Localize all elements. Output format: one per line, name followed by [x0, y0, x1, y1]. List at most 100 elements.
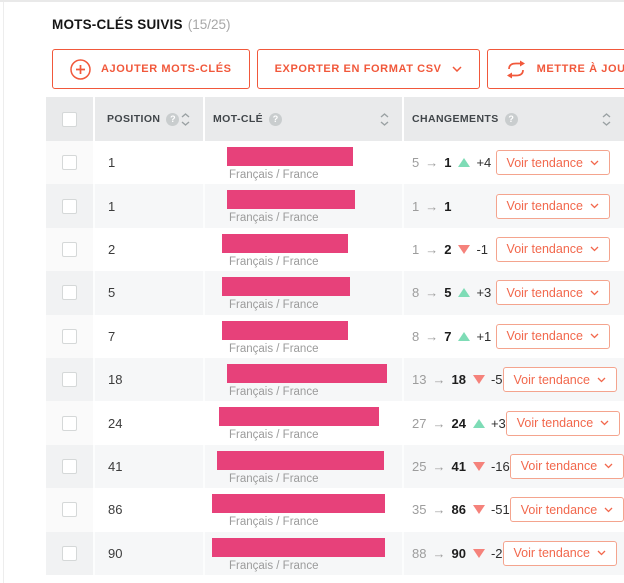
position-value: 18 [93, 357, 203, 402]
sort-position-control[interactable] [181, 112, 190, 126]
previous-position: 5 [412, 155, 420, 171]
row-checkbox[interactable] [62, 198, 77, 214]
voir-tendance-button[interactable]: Voir tendance [495, 150, 610, 176]
arrow-right-icon: → [432, 458, 446, 474]
keyword-locale: Français / France [229, 255, 319, 268]
trend-triangle-icon [472, 548, 485, 558]
position-value: 2 [93, 227, 203, 272]
help-icon[interactable]: ? [269, 112, 283, 126]
voir-tendance-button[interactable]: Voir tendance [495, 323, 610, 349]
keyword-locale: Français / France [229, 472, 319, 485]
chevron-down-icon [452, 66, 462, 72]
redacted-keyword-bar [227, 190, 355, 210]
row-checkbox[interactable] [62, 328, 77, 344]
row-checkbox[interactable] [62, 545, 77, 561]
table-row: 5 Français / France 8 → 5 +3 Voir tendan… [46, 271, 624, 315]
row-checkbox[interactable] [62, 458, 77, 474]
current-position: 86 [451, 502, 466, 518]
position-header-label: POSITION [107, 113, 161, 125]
plus-circle-icon [70, 58, 91, 80]
sort-asc-icon [380, 112, 389, 118]
row-checkbox[interactable] [62, 155, 77, 171]
column-header-position[interactable]: POSITION ? [93, 97, 203, 141]
position-delta: -1 [476, 241, 489, 257]
previous-position: 27 [412, 415, 427, 431]
keyword-locale: Français / France [229, 385, 319, 398]
position-value: 7 [93, 314, 203, 358]
table-row: 2 Français / France 1 → 2 -1 Voir tendan… [46, 227, 624, 272]
previous-position: 13 [412, 372, 427, 388]
trend-triangle-icon [472, 505, 485, 515]
voir-tendance-button[interactable]: Voir tendance [509, 497, 624, 523]
current-position: 18 [451, 372, 466, 388]
current-position: 90 [451, 545, 466, 561]
previous-position: 1 [412, 198, 420, 214]
current-position: 41 [451, 458, 466, 474]
chevron-down-icon [604, 463, 613, 469]
voir-tendance-button[interactable]: Voir tendance [495, 236, 610, 262]
position-delta: -2 [490, 545, 503, 561]
voir-tendance-button[interactable]: Voir tendance [502, 367, 617, 393]
chevron-down-icon [590, 203, 599, 209]
row-checkbox[interactable] [62, 502, 77, 518]
redacted-keyword-bar [217, 450, 384, 470]
voir-tendance-button[interactable]: Voir tendance [509, 453, 624, 479]
redacted-keyword-bar [222, 233, 348, 253]
panel-divider [3, 2, 4, 583]
position-delta: +4 [476, 155, 492, 171]
arrow-right-icon: → [425, 198, 439, 214]
help-icon[interactable]: ? [166, 112, 180, 126]
chevron-down-icon [604, 507, 613, 513]
keyword-counter: (15/25) [187, 17, 231, 32]
redacted-keyword-bar [227, 147, 353, 166]
keyword-locale: Français / France [229, 212, 319, 225]
sort-changes-control[interactable] [602, 112, 611, 126]
voir-tendance-button[interactable]: Voir tendance [502, 540, 617, 566]
column-header-changes[interactable]: CHANGEMENTS ? [402, 97, 624, 141]
current-position: 24 [451, 415, 466, 431]
row-checkbox[interactable] [62, 372, 77, 388]
position-value: 1 [93, 184, 203, 228]
sort-desc-icon [380, 120, 389, 126]
column-header-keyword[interactable]: MOT-CLÉ ? [203, 97, 402, 141]
keyword-locale: Français / France [229, 342, 319, 355]
voir-tendance-label: Voir tendance [506, 199, 583, 214]
voir-tendance-label: Voir tendance [516, 416, 594, 431]
previous-position: 1 [412, 241, 420, 257]
voir-tendance-button[interactable]: Voir tendance [495, 280, 610, 306]
position-value: 24 [93, 401, 203, 445]
chevron-down-icon [590, 290, 599, 296]
current-position: 1 [444, 155, 452, 171]
previous-position: 25 [412, 458, 427, 474]
table-row: 18 Français / France 13 → 18 -5 Voir ten… [46, 357, 624, 402]
row-checkbox[interactable] [62, 415, 77, 431]
previous-position: 8 [412, 285, 420, 301]
table-body: 1 Français / France 5 → 1 +4 Voir tendan… [46, 141, 624, 575]
toolbar: AJOUTER MOTS-CLÉS EXPORTER EN FORMAT CSV… [52, 49, 624, 89]
voir-tendance-button[interactable]: Voir tendance [505, 410, 621, 436]
update-difficulty-button[interactable]: METTRE À JOUR DIFFICUL [486, 49, 624, 89]
keyword-header-label: MOT-CLÉ [213, 113, 264, 125]
position-value: 41 [93, 444, 203, 489]
help-icon[interactable]: ? [504, 112, 518, 126]
row-checkbox[interactable] [62, 285, 77, 301]
changes-header-label: CHANGEMENTS [412, 113, 499, 125]
voir-tendance-button[interactable]: Voir tendance [495, 193, 610, 219]
export-csv-button[interactable]: EXPORTER EN FORMAT CSV [256, 49, 480, 89]
chevron-down-icon [590, 247, 599, 252]
row-checkbox[interactable] [62, 241, 77, 257]
position-delta: -16 [490, 458, 510, 474]
select-all-checkbox[interactable] [62, 111, 77, 127]
trend-triangle-icon [458, 244, 471, 254]
select-all-cell [46, 97, 93, 141]
table-header: POSITION ? MOT-CLÉ ? CHANGEMENTS ? [46, 97, 624, 141]
redacted-keyword-bar [222, 277, 350, 297]
sort-keyword-control[interactable] [380, 112, 389, 126]
redacted-keyword-bar [222, 320, 348, 340]
table-row: 7 Français / France 8 → 7 +1 Voir tendan… [46, 314, 624, 358]
add-keywords-button[interactable]: AJOUTER MOTS-CLÉS [52, 49, 250, 89]
trend-triangle-icon [458, 288, 471, 298]
position-delta: +3 [476, 285, 492, 301]
table-row: 1 Français / France 1 → 1 Voir tendance [46, 184, 624, 228]
keyword-locale: Français / France [229, 169, 319, 181]
